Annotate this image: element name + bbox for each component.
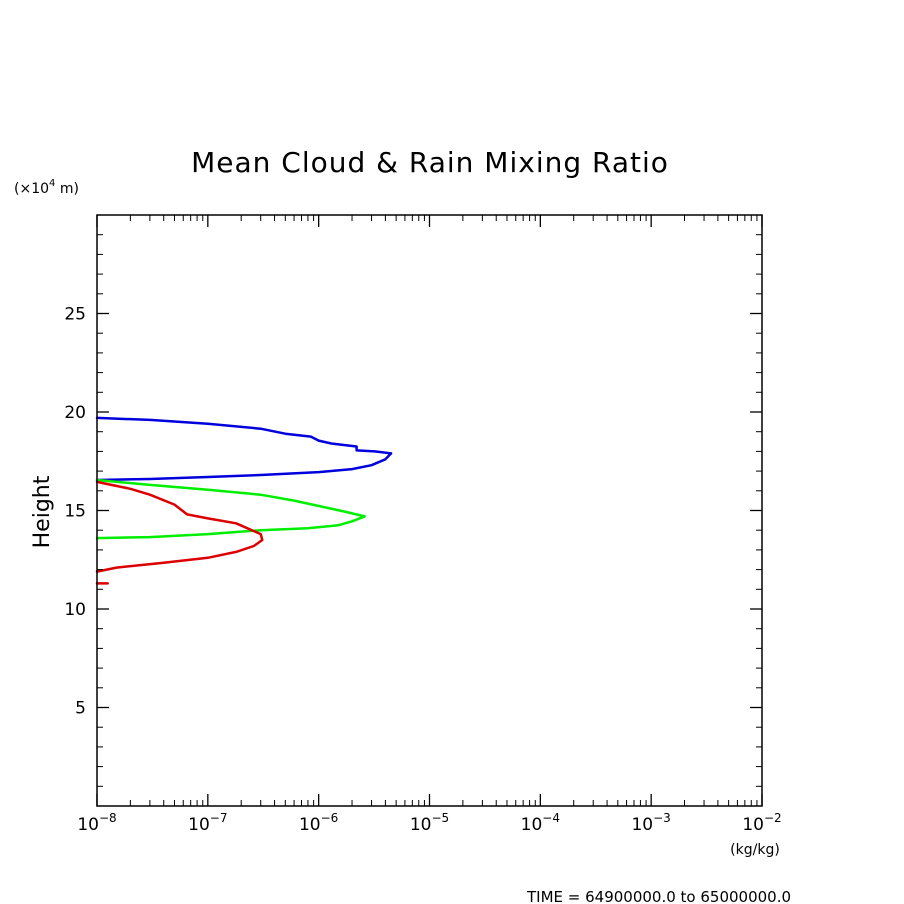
y-tick-labels: 5 10 15 20 25 <box>64 305 86 719</box>
series-line-0 <box>95 416 393 482</box>
x-tick-label: 10−4 <box>521 811 560 835</box>
series-layer <box>95 416 393 585</box>
chart-title: Mean Cloud & Rain Mixing Ratio <box>191 146 669 179</box>
x-tick-label: 10−7 <box>188 811 227 835</box>
y-tick-label: 10 <box>64 600 86 620</box>
y-axis-title: Height <box>30 475 55 548</box>
tick-layer <box>96 215 763 806</box>
y-tick-label: 25 <box>64 305 86 325</box>
x-tick-label: 10−8 <box>77 811 116 835</box>
y-unit-label: (×104 m) <box>14 178 79 197</box>
series-line-2 <box>95 480 264 573</box>
y-tick-label: 15 <box>64 502 86 522</box>
plot-frame <box>96 214 763 807</box>
x-tick-label: 10−2 <box>742 811 781 835</box>
x-tick-label: 10−5 <box>410 811 449 835</box>
time-range-label: TIME = 64900000.0 to 65000000.0 <box>526 888 791 904</box>
x-tick-label: 10−6 <box>299 811 338 835</box>
y-tick-label: 5 <box>75 699 86 719</box>
series-line-1 <box>95 478 366 540</box>
y-tick-label: 20 <box>64 403 86 423</box>
x-unit-label: (kg/kg) <box>730 842 780 858</box>
x-tick-label: 10−3 <box>631 811 670 835</box>
x-tick-labels: 10−8 10−7 10−6 10−5 10−4 10−3 10−2 <box>77 811 781 835</box>
